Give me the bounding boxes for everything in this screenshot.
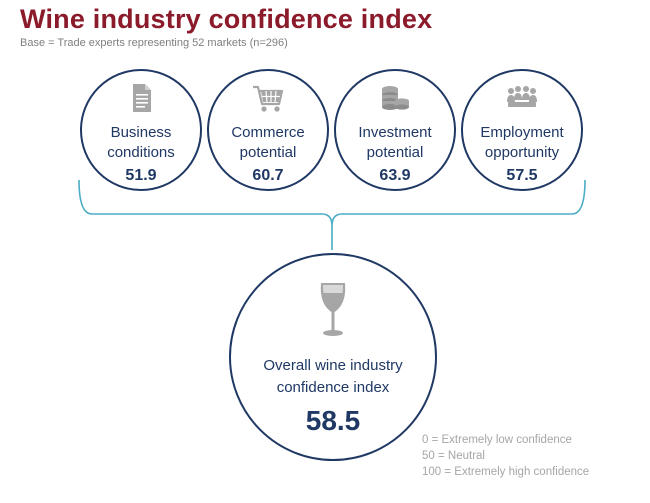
investment-potential-value: 63.9 — [379, 167, 411, 184]
commerce-potential-label: Commerce potential — [231, 124, 305, 161]
employment-opportunity-label: Employment opportunity — [480, 124, 564, 161]
overall-index-value: 58.5 — [305, 405, 361, 436]
page-title: Wine industry confidence index — [20, 4, 433, 34]
scale-legend: 0 = Extremely low confidence 50 = Neutra… — [422, 432, 589, 480]
grouping-brace — [78, 179, 586, 250]
employment-opportunity-circle: Employment opportunity 57.5 — [461, 69, 583, 191]
scale-neutral: 50 = Neutral — [422, 450, 485, 462]
scale-high: 100 = Extremely high confidence — [422, 466, 590, 478]
shopping-cart-icon — [253, 85, 284, 112]
wine-glass-icon — [320, 283, 346, 336]
commerce-potential-circle: Commerce potential 60.7 — [207, 69, 329, 191]
investment-potential-label: Investment potential — [358, 124, 432, 161]
overall-index-circle: Overall wine industry confidence index 58… — [229, 253, 437, 461]
business-conditions-value: 51.9 — [125, 167, 157, 184]
employment-opportunity-value: 57.5 — [506, 167, 538, 184]
scale-low: 0 = Extremely low confidence — [422, 434, 572, 446]
coins-icon — [382, 86, 409, 110]
business-conditions-circle: Business conditions 51.9 — [80, 69, 202, 191]
commerce-potential-value: 60.7 — [252, 167, 284, 184]
people-icon — [507, 86, 537, 107]
base-note: Base = Trade experts representing 52 mar… — [20, 37, 288, 49]
document-icon — [133, 84, 151, 112]
overall-index-label: Overall wine industry confidence index — [263, 357, 403, 396]
business-conditions-label: Business conditions — [107, 124, 175, 161]
investment-potential-circle: Investment potential 63.9 — [334, 69, 456, 191]
